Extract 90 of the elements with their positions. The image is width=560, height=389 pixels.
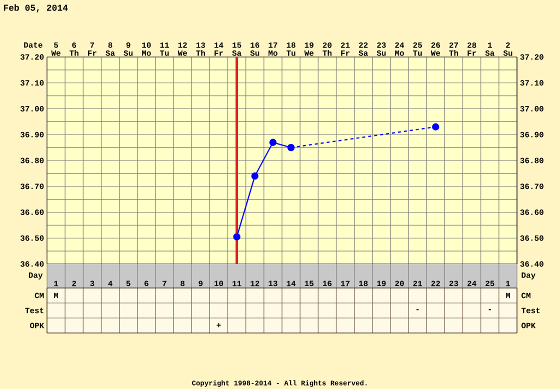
- x-tick-label: 1 Sa: [485, 42, 494, 56]
- x-tick-label: 15 Sa: [232, 42, 242, 56]
- y2-tick-label: 36.50: [520, 235, 544, 241]
- y2-tick-label: 36.40: [520, 261, 544, 267]
- text: +: [216, 323, 221, 328]
- x-tick-label: 16 Su: [250, 42, 260, 56]
- x-tick-label: 2 Su: [503, 42, 512, 56]
- y-tick-label: 37.10: [20, 80, 44, 86]
- y2-tick-label: Test: [521, 308, 540, 314]
- y2-tick-label: 36.70: [520, 184, 544, 190]
- point: [287, 144, 295, 152]
- x-tick-label: 17 Mo: [268, 42, 278, 56]
- x-tick-label: 1: [506, 280, 510, 286]
- x-tick-label: 13 Th: [196, 42, 206, 56]
- y2-tick-label: 37.10: [520, 80, 544, 86]
- x-tick-label: 14: [286, 280, 296, 286]
- text: M: [506, 292, 510, 298]
- x-axis-title: Day: [28, 272, 43, 280]
- y2-tick-label: 36.80: [520, 158, 544, 164]
- x-tick-label: 1: [54, 280, 58, 286]
- x-tick-label: 28 Fr: [467, 42, 476, 56]
- text: Day: [522, 272, 536, 280]
- x-tick-label: 21: [413, 280, 422, 286]
- x-tick-label: 2: [72, 280, 76, 286]
- x-tick-label: 24: [467, 280, 476, 286]
- x-tick-label: 27 Th: [449, 42, 458, 56]
- point: [269, 138, 277, 146]
- x-tick-label: 25 Tu: [413, 42, 422, 56]
- y-tick-label: 36.90: [20, 132, 44, 138]
- x-tick-label: 19 We: [304, 42, 314, 56]
- y-tick-label: 36.80: [20, 158, 44, 164]
- x-tick-label: 6: [144, 280, 148, 286]
- x-tick-label: 20 Th: [322, 42, 332, 56]
- y2-tick-label: 37.20: [520, 54, 544, 60]
- y2-tick-label: 36.60: [520, 210, 544, 215]
- x-tick-label: 9: [198, 280, 203, 286]
- x-tick-label: 23 Su: [376, 42, 386, 56]
- x-tick-label: 20: [395, 280, 404, 286]
- x-tick-label: 11 Tu: [160, 42, 169, 56]
- text: -: [416, 309, 419, 310]
- point: [233, 233, 240, 240]
- y-tick-label: CM: [34, 292, 44, 298]
- x-tick-label: 5 We: [51, 42, 60, 56]
- x-tick-label: 17: [341, 280, 350, 286]
- x-tick-label: 9 Su: [124, 42, 133, 56]
- y2-tick-label: CM: [522, 292, 530, 298]
- text: -: [488, 309, 492, 310]
- x-tick-label: 22 Sa: [358, 42, 368, 56]
- x-tick-label: 23: [449, 280, 458, 286]
- y-tick-label: 36.40: [20, 261, 44, 267]
- x-tick-label: 13: [268, 280, 278, 286]
- point: [251, 172, 258, 180]
- x-tick-label: 26 We: [430, 42, 440, 56]
- x-tick-label: 4: [108, 280, 112, 286]
- x-tick-label: 18: [359, 280, 368, 286]
- x-tick-label: 10: [214, 280, 224, 286]
- text: M: [54, 292, 58, 298]
- x-tick-label: 7: [162, 280, 166, 286]
- y-tick-label: 37.00: [20, 106, 44, 112]
- x-tick-label: 3: [90, 280, 94, 286]
- x-tick-label: 8: [180, 280, 185, 286]
- y2-tick-label: 36.90: [520, 132, 544, 138]
- y2-tick-label: 37.00: [520, 106, 544, 112]
- y-tick-label: 36.60: [20, 210, 44, 215]
- y-tick-label: Test: [25, 308, 44, 314]
- x-tick-label: 11: [232, 280, 242, 286]
- chart-title: Feb 05, 2014: [4, 4, 68, 12]
- y2-tick-label: OPK: [521, 322, 536, 328]
- x-tick-label: 16: [322, 280, 332, 286]
- x-tick-label: 25: [486, 280, 494, 286]
- y-tick-label: 37.20: [20, 54, 44, 60]
- x-tick-label: 12 We: [178, 42, 187, 56]
- x-tick-label: 18 Tu: [286, 42, 296, 56]
- x-tick-label: 5: [126, 280, 130, 286]
- x-tick-label: 12: [250, 280, 260, 286]
- x-tick-label: 21 Fr: [340, 42, 350, 56]
- x-tick-label: 7 Fr: [88, 42, 96, 56]
- x-tick-label: 8 Sa: [106, 42, 115, 56]
- x-tick-label: 10 Mo: [142, 42, 151, 56]
- x-tick-label: 24 Mo: [395, 42, 404, 56]
- x-tick-label: 15: [304, 280, 314, 286]
- x-tick-label: 22: [431, 280, 440, 286]
- y-tick-label: OPK: [30, 322, 44, 328]
- point: [432, 123, 440, 130]
- y-tick-label: 36.70: [20, 184, 44, 190]
- x-axis-title: Date: [24, 42, 42, 48]
- y-tick-label: 36.50: [20, 235, 44, 241]
- x-tick-label: 14 Fr: [214, 42, 224, 56]
- x-tick-label: 19: [377, 280, 386, 286]
- x-tick-label: 6 Th: [70, 42, 78, 56]
